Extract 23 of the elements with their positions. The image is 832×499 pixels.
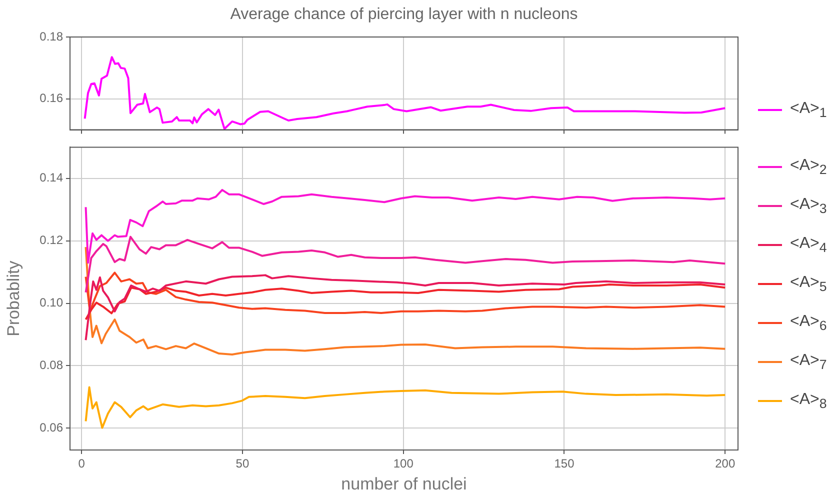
y-tick-label: 0.16	[40, 91, 64, 106]
legend-label: <A>$_{4}$	[790, 234, 827, 255]
y-tick-label: 0.06	[40, 420, 64, 434]
x-tick-label: 150	[554, 456, 575, 471]
legend-label: <A>$_{6}$	[790, 312, 827, 333]
x-tick-label: 0	[78, 456, 86, 471]
legend-label: <A>$_{8}$	[790, 390, 827, 411]
legend-label: <A>$_{5}$	[790, 274, 827, 294]
legend-label: <A>$_{3}$	[790, 196, 827, 216]
legend-label: <A>$_{2}$	[790, 156, 827, 177]
x-tick-label: 100	[393, 456, 414, 471]
y-tick-label: 0.18	[40, 29, 64, 44]
y-tick-label: 0.10	[40, 296, 64, 310]
legend-label: <A>$_{1}$	[790, 100, 827, 120]
y-tick-label: 0.08	[40, 358, 64, 372]
chart-title: Average chance of piercing layer with n nucleons	[229, 6, 579, 24]
y-tick-label: 0.14	[40, 170, 64, 185]
legend-label: <A>$_{7}$	[790, 352, 827, 372]
x-axis-title: number of nuclei	[341, 474, 467, 494]
y-axis-title: Probablity	[4, 260, 23, 336]
x-tick-label: 50	[236, 456, 250, 471]
x-tick-label: 200	[715, 456, 736, 471]
y-tick-label: 0.12	[40, 233, 64, 248]
